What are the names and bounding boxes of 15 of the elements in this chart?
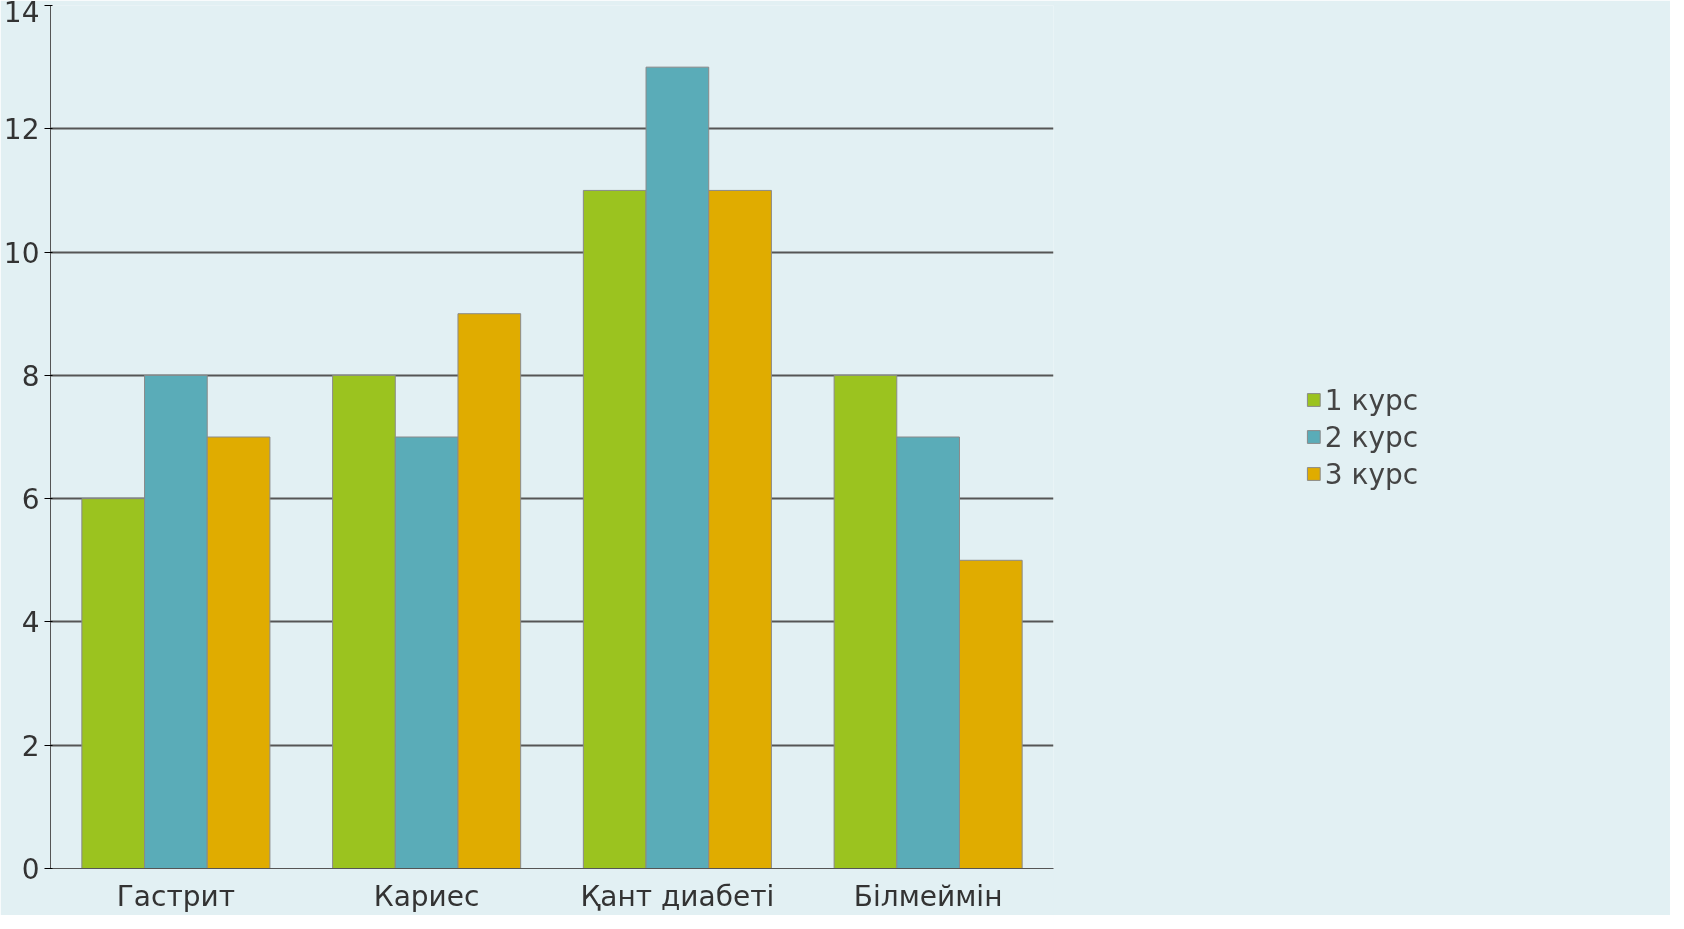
y-tick-label: 14 (3, 0, 40, 29)
legend-label: 1 курс (1324, 383, 1419, 416)
x-tick-label: Қант диабеті (580, 879, 775, 913)
y-tick-label: 12 (3, 113, 40, 147)
x-tick-label: Білмеймін (853, 879, 1003, 913)
x-tick-label: Кариес (373, 879, 480, 913)
y-tick-label: 4 (21, 606, 40, 640)
y-tick-label: 2 (21, 729, 40, 763)
y-tick-label: 8 (21, 359, 40, 393)
y-tick-label: 0 (21, 853, 40, 886)
y-tick-label: 6 (21, 483, 40, 517)
legend-label: 2 курс (1324, 420, 1419, 453)
x-tick-label: Гастрит (116, 879, 235, 913)
y-tick-label: 10 (3, 236, 40, 270)
legend-label: 3 курс (1324, 457, 1419, 490)
